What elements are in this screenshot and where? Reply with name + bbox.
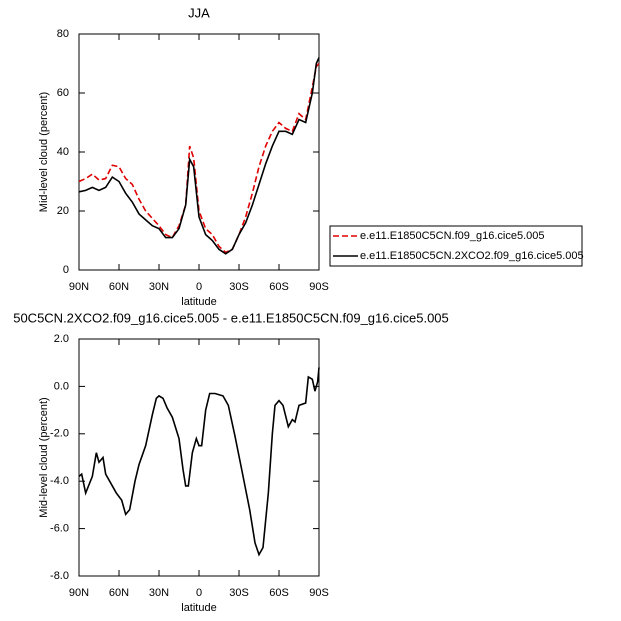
y-tick-label: -2.0: [50, 428, 69, 440]
y-tick-label: -8.0: [50, 570, 69, 582]
x-tick-label: 60N: [109, 281, 129, 293]
y-tick-label: 2.0: [54, 333, 69, 345]
y-tick-label: 80: [57, 28, 69, 40]
data-line: [78, 57, 320, 255]
y-tick-label: 0: [63, 264, 69, 276]
y-tick-label: 0.0: [54, 380, 69, 392]
chart-title: 50C5CN.2XCO2.f09_g16.cice5.005 - e.e11.E…: [13, 310, 449, 325]
x-tick-label: 0: [196, 281, 202, 293]
x-tick-label: 30N: [149, 587, 169, 599]
legend-label: e.e11.E1850C5CN.f09_g16.cice5.005: [360, 230, 545, 242]
y-tick-label: 20: [57, 205, 69, 217]
y-axis-label: Mid-level cloud (percent): [38, 397, 50, 517]
x-tick-label: 90N: [69, 281, 89, 293]
x-tick-label: 90N: [69, 587, 89, 599]
data-line: [78, 62, 320, 254]
data-line: [78, 367, 320, 557]
x-axis-label: latitude: [181, 602, 216, 614]
legend-label: e.e11.E1850C5CN.2XCO2.f09_g16.cice5.005: [360, 250, 584, 262]
x-tick-label: 60S: [269, 587, 289, 599]
x-tick-label: 0: [196, 587, 202, 599]
x-tick-label: 60N: [109, 587, 129, 599]
chart-title: JJA: [188, 5, 210, 20]
x-axis-label: latitude: [181, 296, 216, 308]
y-tick-label: 60: [57, 87, 69, 99]
x-tick-label: 30S: [229, 587, 249, 599]
plot-frame: [78, 33, 320, 271]
x-tick-label: 30S: [229, 281, 249, 293]
legend-box: [329, 225, 583, 267]
y-tick-label: -6.0: [50, 523, 69, 535]
x-tick-label: 90S: [309, 587, 329, 599]
x-tick-label: 90S: [309, 281, 329, 293]
y-tick-label: 40: [57, 146, 69, 158]
plot-frame: [78, 338, 320, 577]
x-tick-label: 30N: [149, 281, 169, 293]
y-tick-label: -4.0: [50, 475, 69, 487]
x-tick-label: 60S: [269, 281, 289, 293]
y-axis-label: Mid-level cloud (percent): [38, 92, 50, 212]
